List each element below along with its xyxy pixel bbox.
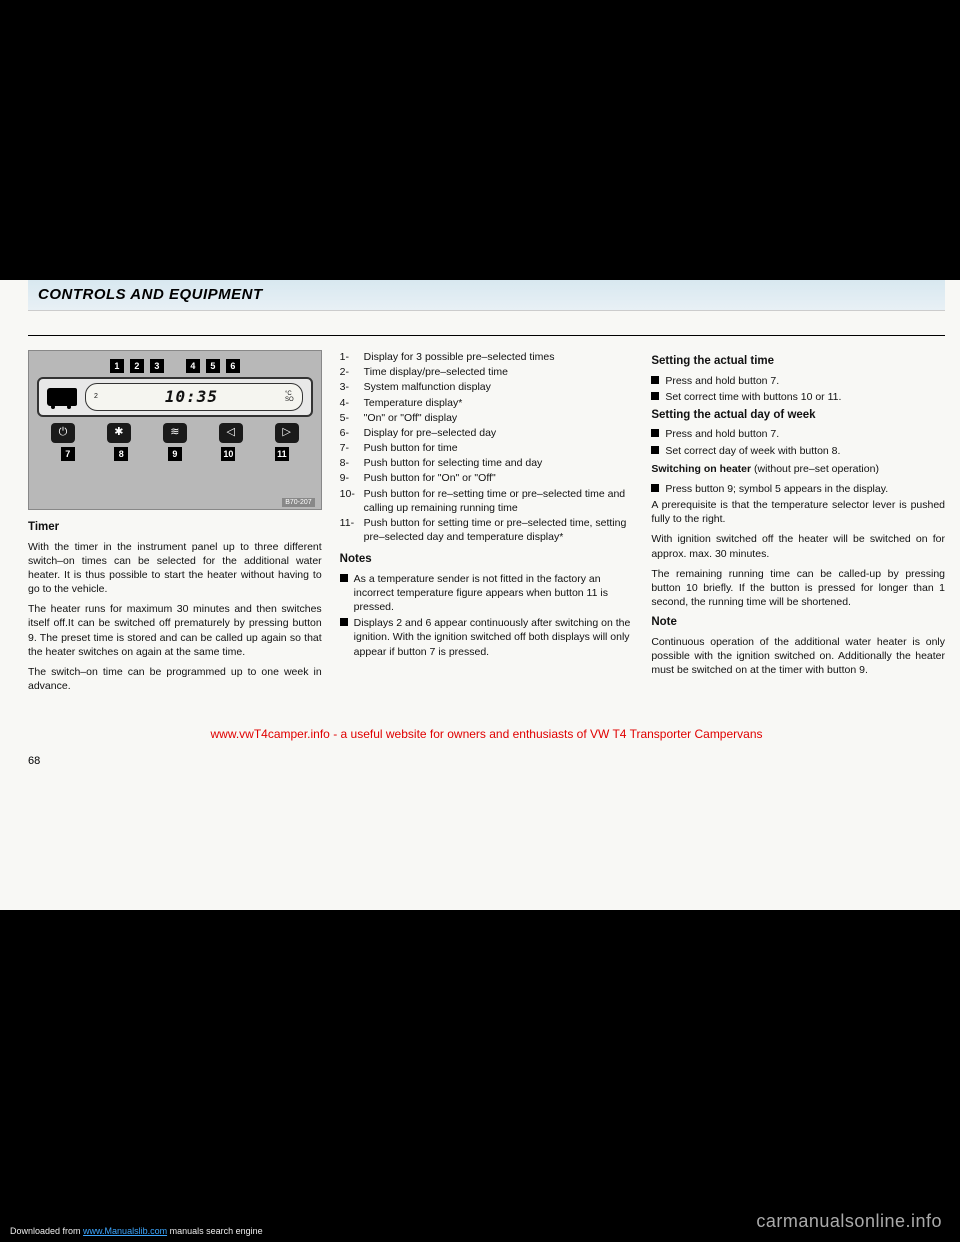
lcd-display: 2 10:35 °C SO xyxy=(85,383,303,411)
set-day-heading: Setting the actual day of week xyxy=(651,408,945,424)
bullet: Press and hold button 7. xyxy=(651,374,945,388)
button-row: ⏻ ✱ ≋ ◁ ▷ xyxy=(37,423,313,443)
column-2: 1-Display for 3 possible pre–selected ti… xyxy=(340,350,634,699)
timer-heading: Timer xyxy=(28,520,322,536)
switch-p3: The remaining running time can be called… xyxy=(651,567,945,610)
callout-1: 1 xyxy=(110,359,124,373)
note-text: Displays 2 and 6 appear continuously aft… xyxy=(354,616,634,659)
bullet: Set correct day of week with button 8. xyxy=(651,444,945,458)
list-item: 11-Push button for setting time or pre–s… xyxy=(340,516,634,544)
manual-page: CONTROLS AND EQUIPMENT 1 2 3 4 5 6 2 xyxy=(0,280,960,910)
column-3: Setting the actual time Press and hold b… xyxy=(651,350,945,699)
diagram-top-labels: 1 2 3 4 5 6 xyxy=(37,359,313,373)
promo-line: www.vwT4camper.info - a useful website f… xyxy=(28,727,945,741)
page-number: 68 xyxy=(28,755,945,767)
switch-heading-line: Switching on heater (without pre–set ope… xyxy=(651,462,945,476)
timer-p2: The heater runs for maximum 30 minutes a… xyxy=(28,602,322,659)
callout-6: 6 xyxy=(226,359,240,373)
note-bullet-2: Displays 2 and 6 appear continuously aft… xyxy=(340,616,634,659)
list-item: 10-Push button for re–setting time or pr… xyxy=(340,487,634,515)
list-item: 7-Push button for time xyxy=(340,441,634,455)
bullet: Set correct time with buttons 10 or 11. xyxy=(651,390,945,404)
timer-p1: With the timer in the instrument panel u… xyxy=(28,540,322,597)
switch-p1: A prerequisite is that the temperature s… xyxy=(651,498,945,526)
note-heading: Note xyxy=(651,615,945,631)
notes-heading: Notes xyxy=(340,552,634,568)
list-item: 3-System malfunction display xyxy=(340,380,634,394)
panel-btn-left: ◁ xyxy=(219,423,243,443)
callout-7: 7 xyxy=(61,447,75,461)
note-p: Continuous operation of the additional w… xyxy=(651,635,945,678)
lcd-row: 2 10:35 °C SO xyxy=(37,377,313,417)
callout-8: 8 xyxy=(114,447,128,461)
callout-3: 3 xyxy=(150,359,164,373)
square-bullet-icon xyxy=(340,618,348,626)
callout-11: 11 xyxy=(275,447,289,461)
square-bullet-icon xyxy=(340,574,348,582)
panel-btn-power: ⏻ xyxy=(51,423,75,443)
list-item: 1-Display for 3 possible pre–selected ti… xyxy=(340,350,634,364)
lcd-pre: 2 xyxy=(94,392,98,401)
list-item: 4-Temperature display* xyxy=(340,396,634,410)
callout-9: 9 xyxy=(168,447,182,461)
dl-suffix: manuals search engine xyxy=(167,1226,263,1236)
note-text: As a temperature sender is not fitted in… xyxy=(354,572,634,615)
note-bullet-1: As a temperature sender is not fitted in… xyxy=(340,572,634,615)
switch-heading: Switching on heater xyxy=(651,463,751,475)
download-footer: Downloaded from www.Manualslib.com manua… xyxy=(10,1226,263,1236)
diagram-bottom-labels: 7 8 9 10 11 xyxy=(37,447,313,461)
dl-prefix: Downloaded from xyxy=(10,1226,83,1236)
switch-p2: With ignition switched off the heater wi… xyxy=(651,532,945,560)
dl-link[interactable]: www.Manualslib.com xyxy=(83,1226,167,1236)
van-icon xyxy=(47,388,77,406)
panel-btn-heat: ≋ xyxy=(163,423,187,443)
callout-4: 4 xyxy=(186,359,200,373)
section-header: CONTROLS AND EQUIPMENT xyxy=(28,280,945,311)
square-bullet-icon xyxy=(651,376,659,384)
callout-2: 2 xyxy=(130,359,144,373)
callout-list: 1-Display for 3 possible pre–selected ti… xyxy=(340,350,634,544)
timer-p3: The switch–on time can be programmed up … xyxy=(28,665,322,693)
divider xyxy=(28,335,945,336)
lcd-time: 10:35 xyxy=(165,386,218,408)
section-title: CONTROLS AND EQUIPMENT xyxy=(38,286,263,303)
square-bullet-icon xyxy=(651,484,659,492)
square-bullet-icon xyxy=(651,392,659,400)
list-item: 2-Time display/pre–selected time xyxy=(340,365,634,379)
timer-diagram: 1 2 3 4 5 6 2 10:35 °C SO xyxy=(28,350,322,510)
set-time-heading: Setting the actual time xyxy=(651,354,945,370)
content-columns: 1 2 3 4 5 6 2 10:35 °C SO xyxy=(28,350,945,699)
panel-btn-right: ▷ xyxy=(275,423,299,443)
list-item: 8-Push button for selecting time and day xyxy=(340,456,634,470)
list-item: 5-"On" or "Off" display xyxy=(340,411,634,425)
list-item: 6-Display for pre–selected day xyxy=(340,426,634,440)
square-bullet-icon xyxy=(651,429,659,437)
lcd-unit-bottom: SO xyxy=(285,397,294,403)
diagram-id: B70-207 xyxy=(282,498,314,507)
bullet: Press and hold button 7. xyxy=(651,427,945,441)
list-item: 9-Push button for "On" or "Off" xyxy=(340,471,634,485)
callout-10: 10 xyxy=(221,447,235,461)
site-watermark: carmanualsonline.info xyxy=(756,1211,942,1232)
switch-paren: (without pre–set operation) xyxy=(754,463,879,475)
callout-5: 5 xyxy=(206,359,220,373)
square-bullet-icon xyxy=(651,446,659,454)
bullet: Press button 9; symbol 5 appears in the … xyxy=(651,482,945,496)
panel-btn-star: ✱ xyxy=(107,423,131,443)
column-1: 1 2 3 4 5 6 2 10:35 °C SO xyxy=(28,350,322,699)
